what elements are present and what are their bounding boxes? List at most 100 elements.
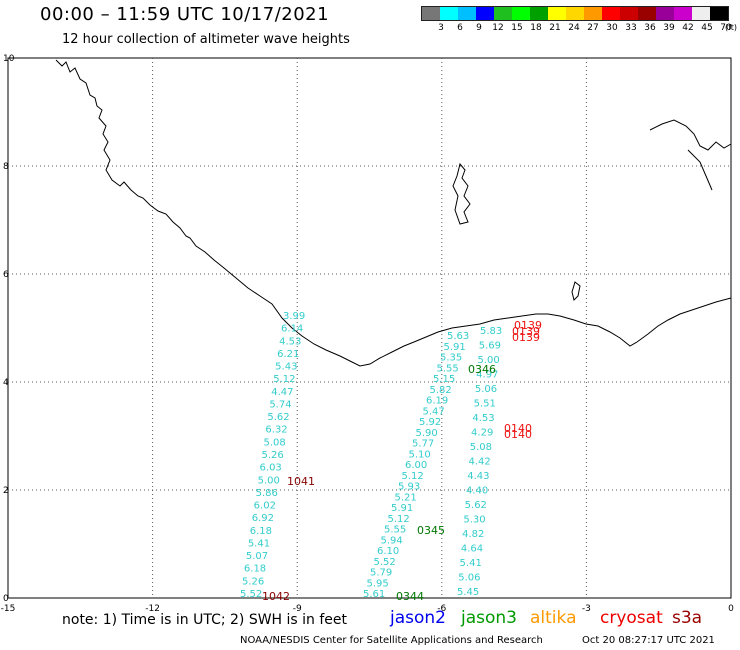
legend-satellite-jason3: jason3 xyxy=(461,608,517,628)
swh-label: 5.08 xyxy=(263,437,285,448)
legend-satellite-s3a: s3a xyxy=(672,608,703,628)
time-label: 0346 xyxy=(468,363,496,376)
swh-label: 5.61 xyxy=(363,589,385,600)
swh-label: 5.30 xyxy=(463,515,485,526)
swh-label: 3.99 xyxy=(283,311,305,322)
swh-label: 5.41 xyxy=(248,538,270,549)
swh-label: 5.55 xyxy=(384,525,406,536)
swh-label: 6.02 xyxy=(254,501,276,512)
swh-label: 5.21 xyxy=(395,492,417,503)
swh-label: 5.41 xyxy=(460,558,482,569)
swh-label: 5.91 xyxy=(391,503,413,514)
colorbar-swatch xyxy=(440,7,458,20)
swh-label: 5.12 xyxy=(388,514,410,525)
colorbar-swatch xyxy=(656,7,674,20)
swh-label: 5.62 xyxy=(267,412,289,423)
colorbar-swatch xyxy=(512,7,530,20)
colorbar-swatch xyxy=(620,7,638,20)
swh-label: 4.43 xyxy=(467,471,489,482)
track-left-jason2: 3.99 6.144.53 6.21 5.435.12 4.475.74 5.62 6.32… xyxy=(240,311,305,600)
swh-label: 5.43 xyxy=(275,362,297,373)
page-title: 00:00 – 11:59 UTC 10/17/2021 xyxy=(40,4,330,25)
swh-label: 5.51 xyxy=(474,399,496,410)
colorbar-tick-label: 18 xyxy=(530,23,542,33)
swh-label: 5.00 xyxy=(258,475,280,486)
colorbar-tick-label: 33 xyxy=(625,23,637,33)
swh-label: 6.18 xyxy=(244,564,266,575)
footer-credit: NOAA/NESDIS Center for Satellite Applica… xyxy=(240,635,543,646)
map-frame xyxy=(7,57,732,599)
colorbar-tick-label: 27 xyxy=(587,23,599,33)
time-label: 0140 xyxy=(504,422,532,435)
time-label: 0140 xyxy=(504,428,532,441)
colorbar-tick-label: 12 xyxy=(492,23,504,33)
colorbar-tick-label: 45 xyxy=(701,23,713,33)
colorbar-tick-label: 9 xyxy=(476,23,482,33)
swh-label: 5.63 xyxy=(447,331,469,342)
colorbar-swatch xyxy=(458,7,476,20)
page-subtitle: 12 hour collection of altimeter wave hei… xyxy=(62,32,350,47)
colorbar-swatch xyxy=(422,7,440,20)
track-right-jason2: 5.83 5.69 5.00 4.97 5.06 5.51 4.53 4.29 5.08 4.42… xyxy=(457,326,502,598)
swh-label: 5.55 xyxy=(437,363,459,374)
swh-label: 5.69 xyxy=(479,341,501,352)
colorbar-tick-label: 3 xyxy=(438,23,444,33)
colorbar-tick-label: 36 xyxy=(644,23,656,33)
x-axis-tick-label: 0 xyxy=(728,604,734,614)
swh-label: 6.10 xyxy=(377,546,399,557)
swh-label: 4.53 xyxy=(279,336,301,347)
colorbar-tick-label: 70 xyxy=(720,23,732,33)
swh-label: 5.07 xyxy=(246,551,268,562)
legend-satellite-altika: altika xyxy=(530,608,577,628)
y-axis-tick-label: 6 xyxy=(3,270,9,280)
swh-label: 5.83 xyxy=(480,326,502,337)
y-axis-tick-label: 10 xyxy=(3,54,15,64)
colorbar-tick-label: 30 xyxy=(606,23,618,33)
colorbar-swatch xyxy=(566,7,584,20)
time-label: 1042 xyxy=(262,590,290,603)
legend-satellite-cryosat: cryosat xyxy=(600,608,663,628)
swh-label: 5.12 xyxy=(402,471,424,482)
colorbar-swatch xyxy=(476,7,494,20)
swh-label: 5.12 xyxy=(273,374,295,385)
colorbar-swatch xyxy=(602,7,620,20)
swh-label: 5.86 xyxy=(256,488,278,499)
time-label: 0139 xyxy=(512,325,540,338)
colorbar-swatch xyxy=(548,7,566,20)
time-label: 0344 xyxy=(396,590,424,603)
colorbar-units: (ft) xyxy=(724,23,738,32)
swh-label: 5.08 xyxy=(470,442,492,453)
colorbar-tick-label: 42 xyxy=(682,23,694,33)
swh-label: 6.14 xyxy=(281,324,303,335)
swh-label: 5.74 xyxy=(269,399,291,410)
swh-label: 5.95 xyxy=(367,578,389,589)
swh-label: 4.42 xyxy=(469,457,491,468)
coastline xyxy=(55,59,732,367)
swh-label: 4.40 xyxy=(466,486,488,497)
swh-label: 5.82 xyxy=(430,385,452,396)
x-axis-tick-label: -12 xyxy=(145,604,160,614)
legend-note: note: 1) Time is in UTC; 2) SWH is in fe… xyxy=(62,612,348,628)
y-axis-tick-label: 0 xyxy=(3,594,9,604)
swh-label: 5.52 xyxy=(374,557,396,568)
y-axis-tick-label: 4 xyxy=(3,378,9,388)
colorbar-tick-label: 39 xyxy=(663,23,675,33)
island-outline xyxy=(452,162,471,225)
x-axis-tick-label: -15 xyxy=(1,604,16,614)
swh-label: 5.90 xyxy=(416,428,438,439)
colorbar-swatch xyxy=(674,7,692,20)
swh-label: 6.32 xyxy=(265,425,287,436)
swh-label: 6.03 xyxy=(260,463,282,474)
swh-label: 5.92 xyxy=(419,417,441,428)
swh-label: 5.26 xyxy=(242,576,264,587)
swh-label: 5.79 xyxy=(370,568,392,579)
swh-label: 6.21 xyxy=(277,349,299,360)
legend-satellite-jason2: jason2 xyxy=(390,608,446,628)
time-label: 0345 xyxy=(417,524,445,537)
x-axis-tick-label: -9 xyxy=(293,604,302,614)
colorbar-tick-label: 15 xyxy=(511,23,523,33)
swh-colorbar: 3 6 9 12 15 18 21 24 27 30 33 36 39 42 45 70 xyxy=(421,6,732,35)
y-axis-tick-label: 8 xyxy=(3,162,9,172)
swh-label: 5.06 xyxy=(475,384,497,395)
